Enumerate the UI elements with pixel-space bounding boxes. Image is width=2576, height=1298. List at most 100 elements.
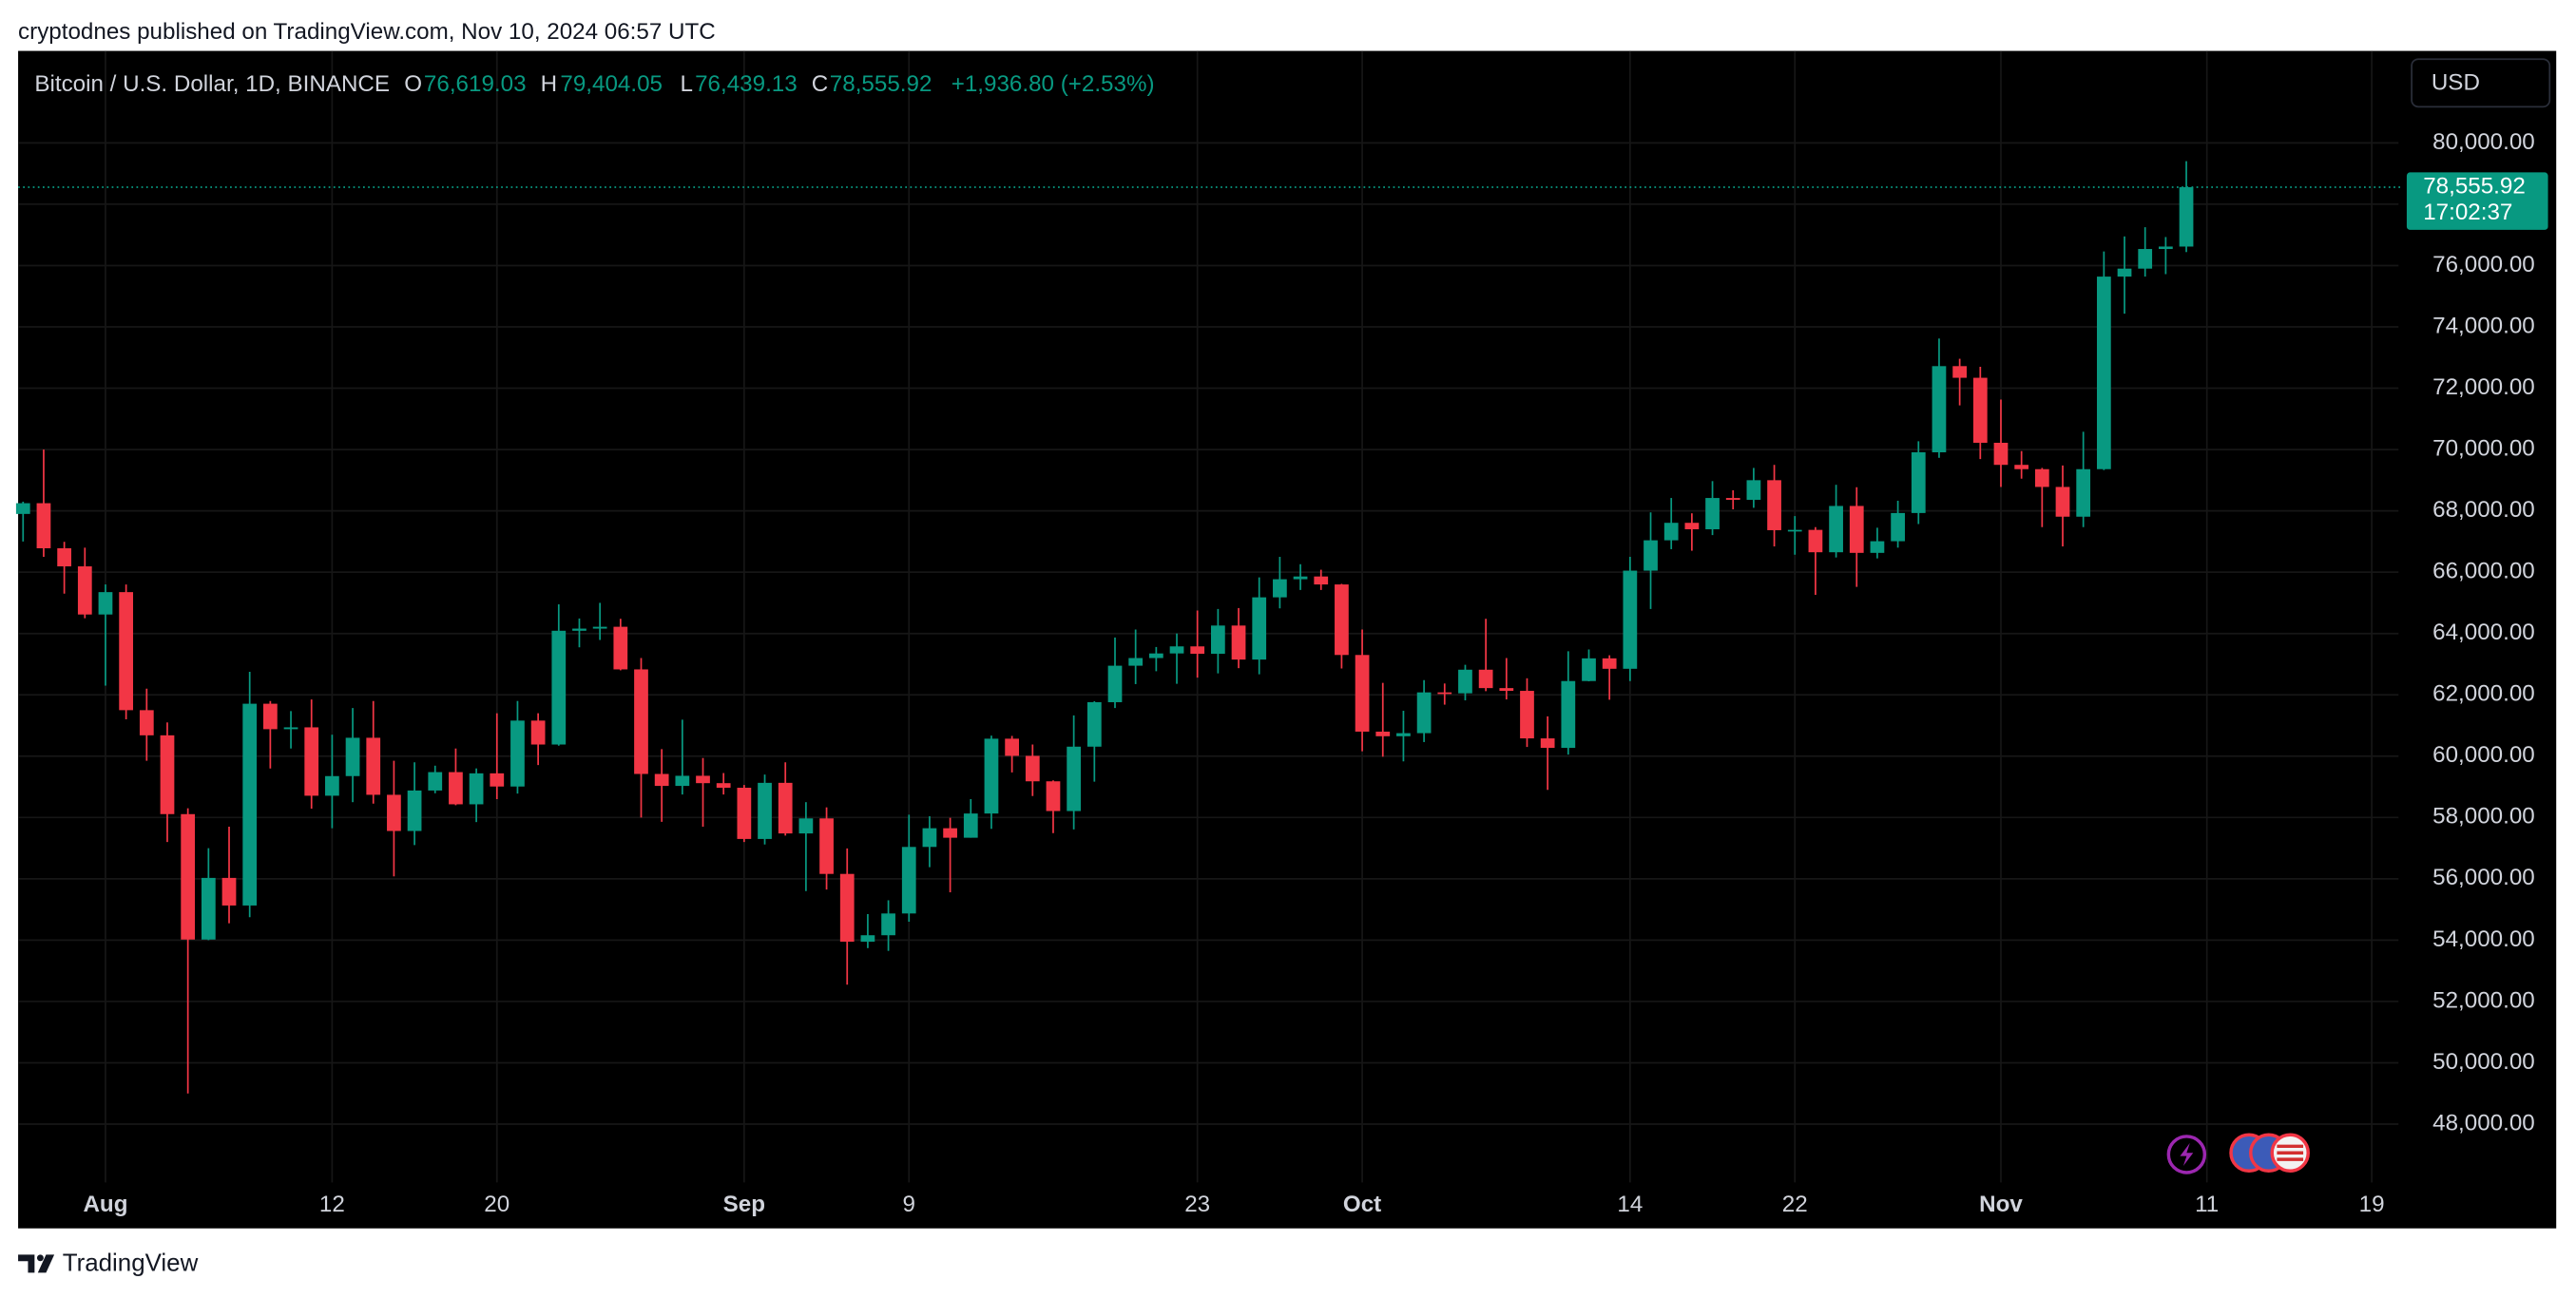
- legend-key: O: [404, 71, 422, 97]
- candle-body: [1540, 738, 1555, 749]
- y-tick-label: 60,000.00: [2432, 742, 2535, 768]
- last-price-label: 78,555.92: [2423, 173, 2526, 199]
- candle-body: [798, 818, 814, 834]
- x-tick-label: 23: [1184, 1192, 1210, 1217]
- candle-body: [1067, 746, 1082, 811]
- candle-body: [2117, 268, 2132, 277]
- candle-body: [2014, 465, 2029, 469]
- candle-body: [1190, 646, 1205, 655]
- candle-body: [366, 737, 381, 795]
- candle-body: [1520, 691, 1534, 739]
- candle-body: [181, 813, 196, 940]
- candle-body: [262, 703, 278, 730]
- candle-body: [1932, 366, 1947, 452]
- candle-body: [592, 626, 607, 629]
- x-tick-label: 19: [2359, 1192, 2385, 1217]
- last-price-badge: [2406, 172, 2548, 230]
- candle-body: [242, 703, 258, 906]
- chart-panel: [18, 50, 2557, 1229]
- candle-body: [901, 847, 916, 914]
- candle-body: [716, 783, 731, 789]
- candle-body: [984, 738, 999, 814]
- candle-body: [1128, 658, 1144, 666]
- candle-body: [469, 773, 484, 805]
- candle-body: [449, 772, 463, 805]
- candle-body: [2055, 487, 2070, 517]
- candle-body: [943, 828, 957, 838]
- brand-logo: [18, 1254, 55, 1273]
- x-tick-label: 14: [1617, 1192, 1643, 1217]
- candle-body: [98, 592, 113, 615]
- candle-body: [1086, 701, 1102, 747]
- candle-body: [139, 710, 154, 735]
- candle-body: [1746, 480, 1761, 501]
- candle-body: [654, 773, 669, 787]
- labels: 48,000.00 50,000.00 52,000.00 54,000.00 56,0…: [83, 129, 2548, 1217]
- logo-part: [37, 1254, 55, 1273]
- candle-body: [1972, 377, 1988, 443]
- candle-body: [1314, 576, 1329, 585]
- candle-body: [428, 772, 443, 791]
- x-tick-label: 12: [319, 1192, 345, 1217]
- legend-value: 76,619.03: [424, 71, 527, 97]
- candle-body: [1499, 688, 1514, 692]
- candle-body: [160, 735, 175, 814]
- candle-body: [860, 935, 875, 943]
- logo-part: [18, 1254, 35, 1273]
- y-tick-label: 66,000.00: [2432, 559, 2535, 584]
- candle-body: [1335, 584, 1349, 656]
- candle-body: [1458, 669, 1472, 694]
- candle-body: [1684, 523, 1700, 529]
- candle-body: [1891, 512, 1905, 542]
- candle-body: [1046, 781, 1061, 811]
- candle-body: [1375, 731, 1391, 736]
- x-tick-label: 22: [1782, 1192, 1808, 1217]
- legend-value: 76,439.13: [695, 71, 798, 97]
- candle-body: [1705, 498, 1720, 529]
- candle-body: [36, 503, 51, 548]
- y-tick-label: 58,000.00: [2432, 804, 2535, 830]
- candle-body: [1602, 658, 1617, 669]
- candle-body: [819, 818, 834, 874]
- currency-button[interactable]: [2411, 58, 2551, 108]
- y-tick-label: 72,000.00: [2432, 374, 2535, 400]
- candle-body: [839, 873, 855, 943]
- candle-body: [1561, 680, 1576, 749]
- candle-body: [1148, 653, 1163, 659]
- candle-body: [77, 566, 92, 615]
- ohlc-legend: O 76,619.03 H 79,404.05 L 76,439.13 C 78…: [404, 71, 1154, 97]
- y-tick-label: 68,000.00: [2432, 497, 2535, 523]
- candle-body: [221, 877, 237, 906]
- y-tick-label: 70,000.00: [2432, 435, 2535, 461]
- x-tick-label: Nov: [1979, 1192, 2023, 1217]
- candle-body: [407, 790, 422, 831]
- x-tick-label: 9: [903, 1192, 915, 1217]
- candle-body: [1169, 646, 1184, 654]
- candle-body: [737, 788, 752, 839]
- currency-button-label[interactable]: USD: [2432, 70, 2480, 96]
- candle-body: [778, 782, 793, 834]
- y-tick-label: 74,000.00: [2432, 313, 2535, 338]
- y-tick-label: 48,000.00: [2432, 1110, 2535, 1136]
- chart-title: Bitcoin / U.S. Dollar, 1D, BINANCE: [34, 71, 390, 97]
- grid: [18, 50, 2399, 1183]
- candle-body: [2076, 468, 2091, 517]
- candle-body: [345, 737, 360, 776]
- x-tick-label: 20: [484, 1192, 509, 1217]
- candle-body: [613, 626, 628, 670]
- candle-body: [1252, 597, 1267, 660]
- y-tick-label: 54,000.00: [2432, 926, 2535, 952]
- event-icon-glyph: [2277, 1144, 2304, 1161]
- x-tick-label: 11: [2195, 1192, 2219, 1217]
- candle-body: [881, 913, 895, 936]
- x-tick-label: Oct: [1343, 1192, 1381, 1217]
- candle-body: [2034, 468, 2049, 487]
- candle-body: [1644, 540, 1658, 571]
- y-tick-label: 80,000.00: [2432, 129, 2535, 155]
- x-tick-label: Aug: [83, 1192, 127, 1217]
- attribution: cryptodnes published on TradingView.com,…: [18, 19, 716, 45]
- candle-body: [1437, 692, 1452, 695]
- candle-body: [530, 720, 546, 745]
